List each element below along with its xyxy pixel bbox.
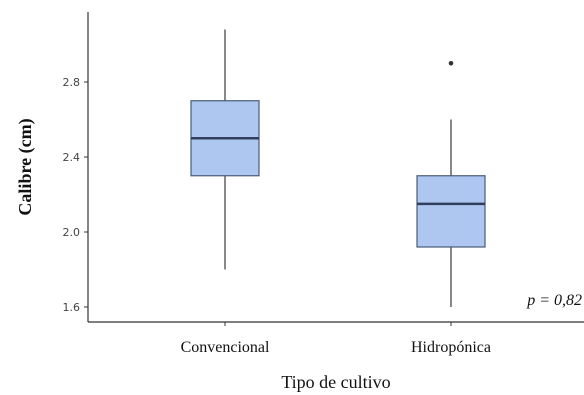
y-axis-ticks: 1.6 2.0 2.4 2.8 — [63, 76, 88, 314]
p-value-annotation: p = 0,82 — [526, 292, 582, 309]
x-axis-title: Tipo de cultivo — [281, 372, 390, 392]
box-convencional — [190, 29, 260, 270]
x-tick-label: Hidropónica — [411, 339, 491, 356]
y-tick-label: 2.4 — [63, 151, 81, 164]
iqr-box — [416, 175, 486, 248]
outlier-point — [448, 60, 454, 66]
box-hidrop-nica — [416, 60, 486, 307]
y-axis-title: Calibre (cm) — [15, 118, 36, 215]
y-tick-label: 1.6 — [63, 301, 81, 314]
y-tick-label: 2.0 — [63, 226, 81, 239]
x-tick-label: Convencional — [181, 339, 270, 356]
boxes-layer — [190, 29, 486, 307]
y-tick-label: 2.8 — [63, 76, 81, 89]
x-axis-categories: Convencional Hidropónica — [181, 322, 491, 356]
